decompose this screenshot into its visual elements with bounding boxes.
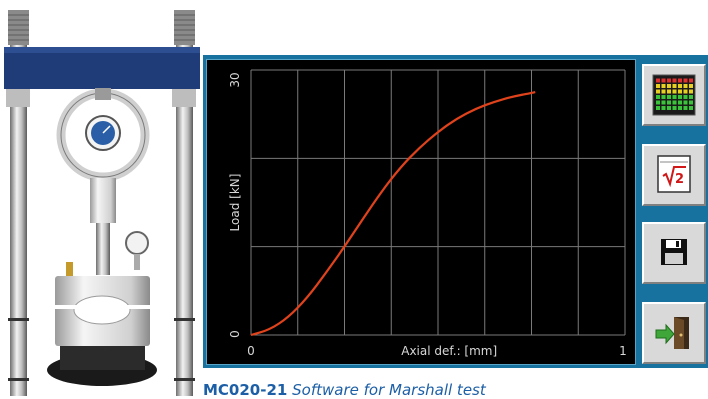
meter-segment: [661, 106, 666, 110]
exit-door-icon: [655, 317, 689, 349]
meter-segment: [683, 89, 688, 94]
meter-segment: [667, 106, 671, 110]
meter-segment: [683, 84, 688, 88]
meter-segment: [678, 95, 682, 99]
meter-segment: [656, 100, 660, 105]
caption-code: MC020-21: [203, 381, 288, 399]
load-deformation-chart: 30 0 0 1 Load [kN] Axial def.: [mm]: [206, 59, 636, 365]
meter-segment: [661, 100, 666, 105]
y-tick-max: 30: [228, 72, 242, 87]
meter-segment: [661, 78, 666, 83]
monitor-button[interactable]: [642, 64, 706, 126]
meter-segment: [672, 100, 677, 105]
y-axis-label: Load [kN]: [228, 174, 242, 232]
level-meter-icon: [652, 74, 696, 116]
meter-segment: [683, 100, 688, 105]
meter-segment: [656, 106, 660, 110]
meter-segment: [678, 89, 682, 94]
meter-segment: [661, 89, 666, 94]
meter-segment: [689, 78, 693, 83]
meter-segment: [689, 106, 693, 110]
meter-segment: [656, 78, 660, 83]
meter-segment: [672, 89, 677, 94]
meter-segment: [689, 95, 693, 99]
calculator-button[interactable]: 2: [642, 144, 706, 206]
meter-segment: [661, 84, 666, 88]
meter-segment: [689, 100, 693, 105]
meter-segment: [678, 78, 682, 83]
figure-caption: MC020-21 Software for Marshall test: [203, 383, 486, 398]
caption-text: Software for Marshall test: [292, 381, 486, 399]
x-tick-max: 1: [619, 344, 627, 358]
floppy-disk-icon: [661, 239, 687, 265]
meter-segment: [667, 95, 671, 99]
meter-segment: [656, 84, 660, 88]
meter-segment: [672, 78, 677, 83]
meter-segment: [667, 78, 671, 83]
meter-segment: [683, 106, 688, 110]
exit-button[interactable]: [642, 302, 706, 364]
chart-canvas: 30 0 0 1 Load [kN] Axial def.: [mm]: [228, 69, 627, 358]
marshall-press-photo: [4, 10, 200, 396]
square-root-icon: 2: [657, 155, 691, 193]
x-tick-min: 0: [247, 344, 255, 358]
meter-segment: [683, 95, 688, 99]
meter-segment: [672, 84, 677, 88]
meter-segment: [656, 95, 660, 99]
x-axis-label: Axial def.: [mm]: [401, 344, 497, 358]
chart-grid: [250, 69, 626, 336]
meter-segment: [678, 100, 682, 105]
meter-segment: [656, 89, 660, 94]
meter-segment: [678, 106, 682, 110]
y-tick-min: 0: [228, 330, 242, 338]
meter-segment: [672, 95, 677, 99]
load-curve-series: [250, 91, 536, 337]
software-window: 30 0 0 1 Load [kN] Axial def.: [mm] 2: [203, 55, 708, 368]
meter-segment: [689, 84, 693, 88]
meter-segment: [667, 84, 671, 88]
meter-segment: [689, 89, 693, 94]
meter-segment: [678, 84, 682, 88]
meter-segment: [683, 78, 688, 83]
meter-segment: [672, 106, 677, 110]
meter-segment: [667, 100, 671, 105]
svg-text:2: 2: [675, 172, 684, 187]
meter-segment: [667, 89, 671, 94]
meter-segment: [661, 95, 666, 99]
save-button[interactable]: [642, 222, 706, 284]
